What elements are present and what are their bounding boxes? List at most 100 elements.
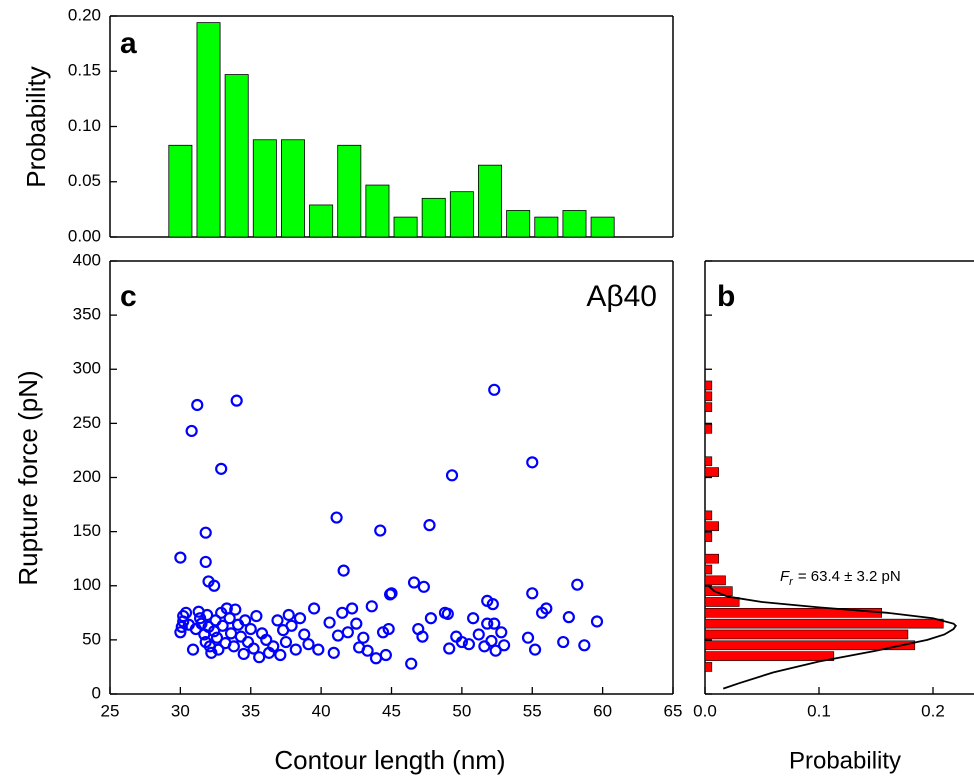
point bbox=[223, 612, 236, 625]
point bbox=[230, 394, 243, 407]
bar bbox=[704, 575, 726, 586]
fit-symbol: F bbox=[780, 568, 790, 585]
y-tick-label: 0.15 bbox=[68, 61, 101, 80]
y-tick-label: 400 bbox=[73, 250, 101, 269]
bar bbox=[365, 184, 390, 238]
point bbox=[416, 630, 429, 643]
x-tick-label: 45 bbox=[382, 701, 401, 720]
point bbox=[282, 608, 295, 622]
point bbox=[481, 617, 494, 630]
annotation: Aβ40 bbox=[586, 280, 657, 313]
point bbox=[526, 587, 539, 600]
point bbox=[557, 635, 570, 649]
bar bbox=[704, 651, 835, 661]
point bbox=[210, 631, 224, 644]
point bbox=[279, 635, 293, 649]
point bbox=[239, 614, 252, 627]
fit-text: = 63.4 ± 3.2 pN bbox=[798, 568, 901, 585]
bar bbox=[704, 618, 944, 629]
y-tick-label: 0.05 bbox=[68, 171, 101, 190]
point bbox=[289, 643, 302, 656]
panel-label: a bbox=[120, 27, 137, 60]
y-tick-label: 0.00 bbox=[68, 226, 101, 245]
point bbox=[462, 638, 476, 651]
point bbox=[337, 564, 350, 577]
bar bbox=[449, 191, 474, 238]
bar bbox=[252, 139, 277, 238]
y-axis-title: Probability bbox=[21, 66, 51, 187]
point bbox=[237, 647, 250, 661]
point bbox=[498, 639, 511, 652]
x-tick-label: 0.0 bbox=[693, 701, 717, 720]
point bbox=[267, 640, 280, 653]
y-axis-title: Rupture force (pN) bbox=[13, 370, 43, 585]
point bbox=[199, 526, 212, 539]
y-tick-label: 0.20 bbox=[68, 5, 101, 24]
point bbox=[489, 644, 502, 657]
point bbox=[424, 612, 438, 625]
bar bbox=[704, 402, 713, 412]
point bbox=[208, 579, 221, 592]
bar bbox=[704, 640, 916, 651]
x-axis-title: Contour length (nm) bbox=[274, 745, 505, 775]
point bbox=[307, 602, 321, 615]
point bbox=[260, 633, 273, 646]
point bbox=[526, 456, 539, 469]
point bbox=[365, 600, 378, 613]
point bbox=[590, 615, 604, 628]
bar bbox=[704, 597, 740, 607]
point bbox=[562, 611, 575, 624]
point bbox=[417, 580, 430, 593]
bar bbox=[562, 210, 587, 238]
y-tick-label: 350 bbox=[73, 305, 101, 324]
point bbox=[407, 576, 421, 589]
point bbox=[374, 524, 387, 537]
x-tick-label: 50 bbox=[452, 701, 471, 720]
point bbox=[179, 606, 193, 619]
point bbox=[445, 469, 459, 482]
point bbox=[244, 622, 257, 636]
bar bbox=[506, 210, 531, 238]
bar bbox=[704, 532, 713, 542]
point bbox=[350, 617, 363, 630]
y-tick-label: 100 bbox=[73, 575, 101, 594]
point bbox=[253, 651, 266, 664]
x-tick-label: 35 bbox=[241, 701, 260, 720]
point bbox=[227, 640, 240, 653]
point bbox=[271, 614, 284, 627]
point bbox=[177, 609, 190, 623]
x-tick-label: 30 bbox=[171, 701, 190, 720]
point bbox=[285, 619, 298, 632]
bar bbox=[704, 553, 719, 564]
point bbox=[443, 642, 456, 655]
point bbox=[361, 644, 374, 657]
bar bbox=[704, 586, 733, 596]
point bbox=[174, 626, 187, 639]
point bbox=[241, 635, 255, 649]
bar bbox=[704, 423, 713, 434]
bar bbox=[224, 74, 249, 238]
point bbox=[455, 635, 468, 649]
x-tick-label: 25 bbox=[101, 701, 120, 720]
bar bbox=[704, 564, 713, 575]
bar bbox=[393, 216, 418, 238]
bar bbox=[280, 139, 305, 238]
bar bbox=[704, 521, 719, 532]
point bbox=[486, 598, 499, 611]
point bbox=[488, 383, 501, 396]
fit-label: Fr = 63.4 ± 3.2 pN bbox=[780, 568, 901, 588]
point bbox=[423, 519, 436, 532]
point bbox=[357, 631, 370, 644]
bar bbox=[478, 164, 503, 238]
point bbox=[186, 643, 200, 656]
point bbox=[323, 616, 336, 629]
point bbox=[193, 612, 207, 625]
point bbox=[205, 646, 218, 659]
point bbox=[191, 398, 204, 412]
point bbox=[302, 638, 315, 651]
point bbox=[215, 462, 228, 475]
point bbox=[229, 603, 242, 616]
y-tick-label: 0.10 bbox=[68, 116, 101, 135]
point bbox=[331, 629, 345, 642]
